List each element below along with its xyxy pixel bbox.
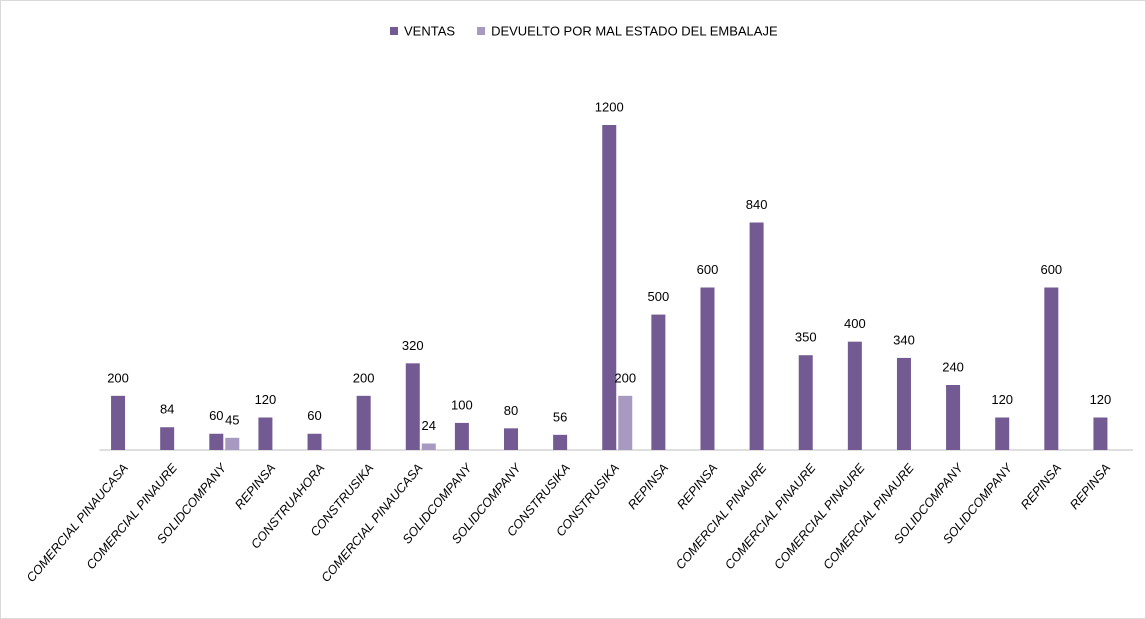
bar <box>553 434 568 450</box>
bar <box>307 433 322 450</box>
bar <box>225 437 240 450</box>
data-label: 200 <box>107 370 129 385</box>
data-label: 320 <box>402 338 424 353</box>
data-label: 200 <box>353 370 375 385</box>
data-label: 350 <box>795 330 817 345</box>
data-label: 60 <box>307 408 321 423</box>
bar <box>651 314 666 450</box>
bar <box>356 395 371 450</box>
x-tick-label: REPINSA <box>674 461 720 512</box>
data-label: 56 <box>553 409 567 424</box>
bar <box>995 417 1010 450</box>
bar <box>749 222 764 450</box>
data-label: 120 <box>255 392 277 407</box>
data-label: 45 <box>225 412 239 427</box>
data-label: 24 <box>422 418 436 433</box>
data-label: 120 <box>991 392 1013 407</box>
bar <box>111 395 126 450</box>
data-label: 84 <box>160 402 174 417</box>
bar <box>896 357 911 450</box>
x-tick-label: COMERCIAL PINAURE <box>673 461 770 572</box>
data-label: 500 <box>648 289 670 304</box>
x-tick-label: REPINSA <box>232 461 278 512</box>
x-tick-label: COMERCIAL PINAURE <box>84 461 181 572</box>
data-label: 600 <box>1040 262 1062 277</box>
x-tick-label: REPINSA <box>625 461 671 512</box>
bar <box>946 385 961 450</box>
bar <box>618 395 633 450</box>
legend-swatch <box>477 27 486 35</box>
x-tick-label: REPINSA <box>1067 461 1113 512</box>
x-tick-label: COMERCIAL PINAURE <box>771 461 868 572</box>
bar <box>421 443 436 450</box>
legend-label: VENTAS <box>404 23 455 38</box>
bar <box>209 433 224 450</box>
data-label: 400 <box>844 316 866 331</box>
data-label: 80 <box>504 403 518 418</box>
bar <box>454 422 469 450</box>
bar <box>160 427 175 450</box>
data-label: 60 <box>209 408 223 423</box>
data-label: 1200 <box>595 99 624 114</box>
x-tick-label: REPINSA <box>1018 461 1064 512</box>
data-label: 600 <box>697 262 719 277</box>
bar <box>700 287 715 450</box>
bar <box>1044 287 1059 450</box>
bar <box>602 125 617 450</box>
x-tick-label: COMERCIAL PINAUCASA <box>319 461 426 585</box>
legend-swatch <box>390 27 398 35</box>
bar <box>504 428 519 450</box>
legend-label: DEVUELTO POR MAL ESTADO DEL EMBALAJE <box>491 23 778 38</box>
bar <box>798 355 813 450</box>
bar <box>405 363 420 450</box>
data-label: 340 <box>893 332 915 347</box>
data-label: 100 <box>451 397 473 412</box>
data-label: 120 <box>1090 392 1112 407</box>
data-label: 840 <box>746 197 768 212</box>
data-label: 240 <box>942 359 964 374</box>
bar <box>258 417 273 450</box>
x-tick-label: COMERCIAL PINAUCASA <box>24 461 131 585</box>
data-label: 200 <box>614 370 636 385</box>
x-tick-label: COMERCIAL PINAURE <box>722 461 819 572</box>
x-tick-label: COMERCIAL PINAURE <box>820 461 917 572</box>
bar <box>847 341 862 450</box>
bar <box>1093 417 1108 450</box>
